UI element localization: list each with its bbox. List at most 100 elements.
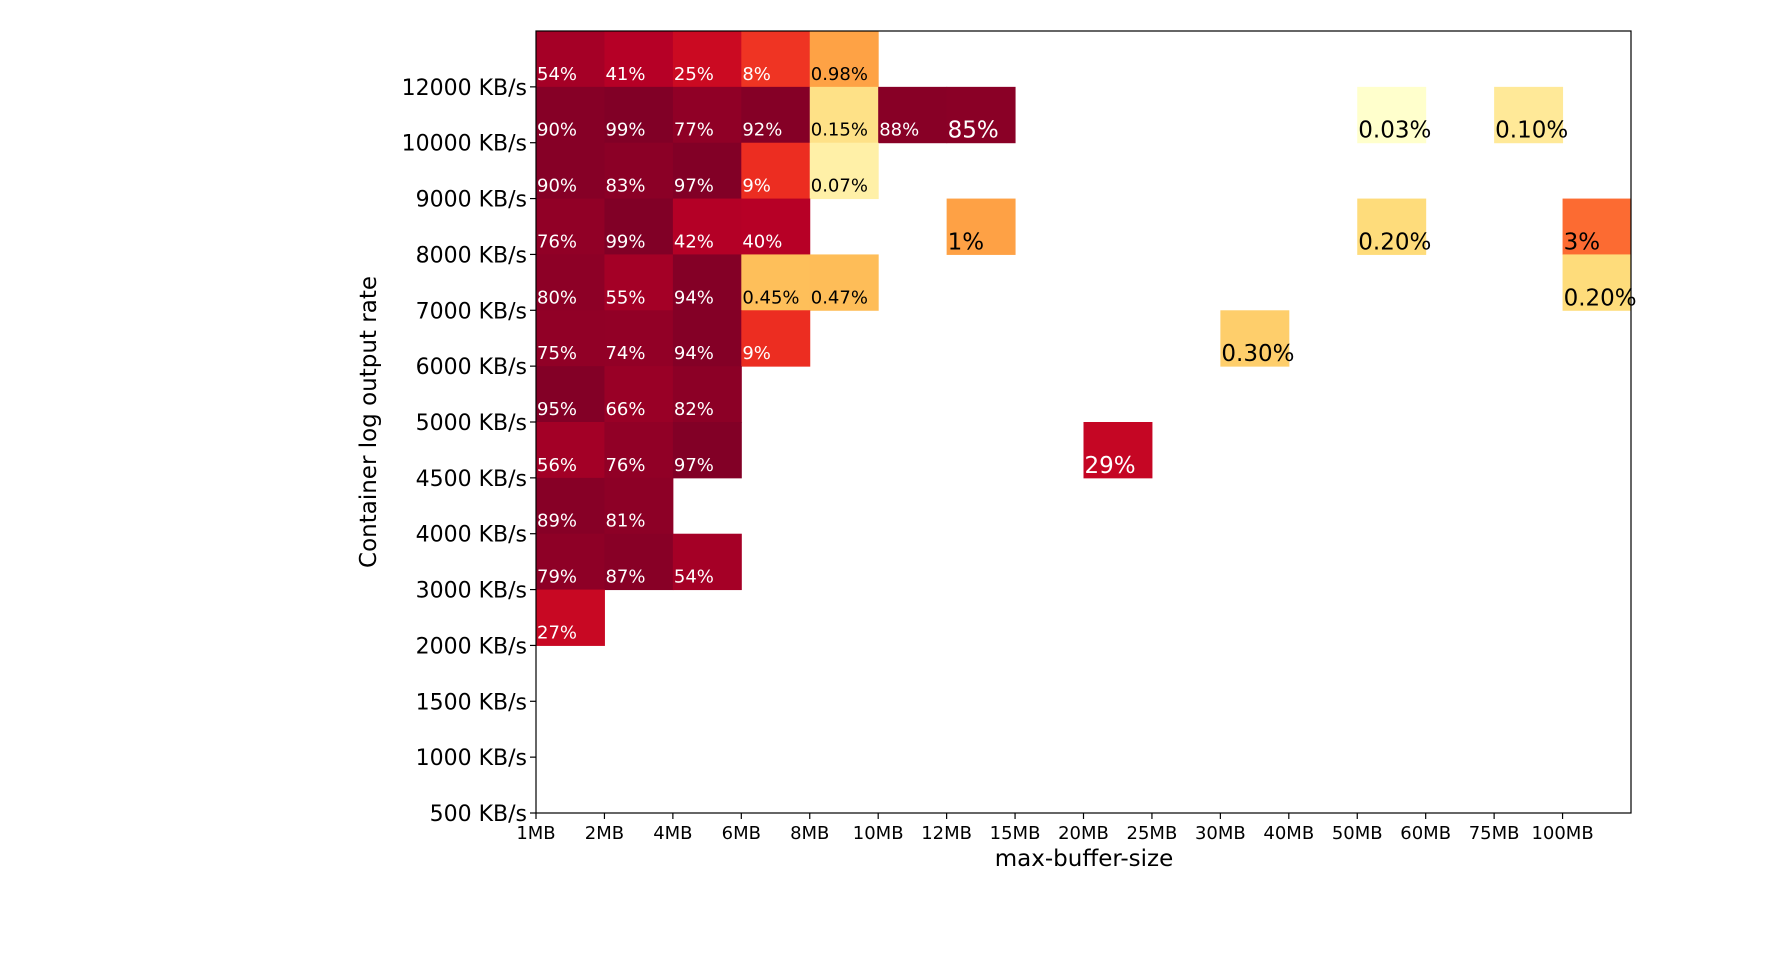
x-tick-label: 15MB bbox=[990, 823, 1041, 844]
cell-label: 0.98% bbox=[811, 64, 868, 85]
cell-label: 9% bbox=[742, 176, 771, 197]
cell-label: 66% bbox=[605, 399, 645, 420]
heatmap-cell bbox=[672, 86, 742, 144]
y-tick-label: 10000 KB/s bbox=[402, 132, 527, 157]
cell-label: 95% bbox=[537, 399, 577, 420]
x-tick-label: 100MB bbox=[1531, 823, 1593, 844]
cell-label: 42% bbox=[674, 231, 714, 252]
heatmap-cell bbox=[1357, 198, 1427, 255]
heatmap-cell bbox=[1562, 254, 1632, 311]
cell-label: 0.30% bbox=[1221, 341, 1294, 367]
heatmap-cell bbox=[1562, 198, 1632, 255]
cell-label: 0.15% bbox=[811, 120, 868, 141]
x-tick-label: 25MB bbox=[1127, 823, 1178, 844]
cell-label: 97% bbox=[674, 176, 714, 197]
cell-label: 0.07% bbox=[811, 176, 868, 197]
y-tick-label: 1500 KB/s bbox=[416, 690, 527, 715]
x-tick-label: 20MB bbox=[1058, 823, 1109, 844]
heatmap-cell bbox=[536, 366, 605, 423]
cell-label: 83% bbox=[605, 176, 645, 197]
cell-label: 92% bbox=[742, 120, 782, 141]
cell-label: 0.20% bbox=[1564, 285, 1637, 311]
cell-label: 80% bbox=[537, 287, 577, 308]
cell-label: 9% bbox=[742, 343, 771, 364]
heatmap-cell bbox=[604, 422, 674, 479]
y-tick-label: 4000 KB/s bbox=[416, 523, 527, 548]
cell-label: 94% bbox=[674, 287, 714, 308]
x-tick-label: 40MB bbox=[1263, 823, 1314, 844]
y-tick-label: 7000 KB/s bbox=[416, 299, 527, 324]
heatmap-cell bbox=[809, 86, 879, 144]
cell-label: 81% bbox=[605, 511, 645, 532]
cell-label: 85% bbox=[948, 118, 999, 144]
heatmap-cell bbox=[741, 142, 811, 200]
heatmap-cell bbox=[536, 198, 605, 255]
x-tick-label: 2MB bbox=[585, 823, 624, 844]
x-axis-label: max-buffer-size bbox=[995, 846, 1173, 872]
cell-label: 1% bbox=[948, 229, 985, 255]
x-tick-label: 60MB bbox=[1400, 823, 1451, 844]
heatmap-cell bbox=[741, 31, 811, 88]
heatmap-cell bbox=[878, 86, 948, 144]
heatmap-cell bbox=[672, 366, 742, 423]
cell-label: 99% bbox=[605, 120, 645, 141]
heatmap-cell bbox=[604, 86, 674, 144]
cell-label: 90% bbox=[537, 176, 577, 197]
cell-label: 40% bbox=[742, 231, 782, 252]
y-tick-label: 9000 KB/s bbox=[416, 188, 527, 213]
heatmap-cell bbox=[672, 142, 742, 200]
cell-label: 0.47% bbox=[811, 287, 868, 308]
x-tick-label: 6MB bbox=[722, 823, 761, 844]
y-tick-label: 2000 KB/s bbox=[416, 634, 527, 659]
heatmap-cell bbox=[604, 31, 674, 88]
y-tick-label: 6000 KB/s bbox=[416, 355, 527, 380]
heatmap-cell bbox=[1494, 86, 1564, 144]
heatmap-cell bbox=[536, 422, 605, 479]
y-tick-label: 1000 KB/s bbox=[416, 746, 527, 771]
heatmap-cell bbox=[1083, 422, 1153, 479]
heatmap-cell bbox=[946, 198, 1016, 255]
cell-label: 0.45% bbox=[742, 287, 799, 308]
heatmap-cell bbox=[809, 142, 879, 200]
cell-label: 89% bbox=[537, 511, 577, 532]
cell-label: 90% bbox=[537, 120, 577, 141]
cell-label: 75% bbox=[537, 343, 577, 364]
cell-label: 25% bbox=[674, 64, 714, 85]
cell-label: 0.10% bbox=[1495, 118, 1568, 144]
heatmap-cell bbox=[672, 533, 742, 591]
heatmap-cell bbox=[809, 31, 879, 88]
heatmap-cell bbox=[946, 86, 1016, 144]
heatmap-cell bbox=[604, 142, 674, 200]
y-tick-label: 12000 KB/s bbox=[402, 76, 527, 101]
heatmap-cell bbox=[1220, 310, 1290, 367]
heatmap-cell bbox=[672, 254, 742, 311]
cell-label: 8% bbox=[742, 64, 771, 85]
y-tick-label: 8000 KB/s bbox=[416, 243, 527, 268]
cell-label: 99% bbox=[605, 231, 645, 252]
y-tick-label: 500 KB/s bbox=[430, 802, 527, 827]
x-tick-label: 1MB bbox=[516, 823, 555, 844]
x-tick-label: 12MB bbox=[921, 823, 972, 844]
heatmap-cell bbox=[536, 533, 605, 591]
cell-label: 82% bbox=[674, 399, 714, 420]
cell-label: 41% bbox=[605, 64, 645, 85]
cell-label: 76% bbox=[537, 231, 577, 252]
cell-label: 0.03% bbox=[1358, 118, 1431, 144]
cell-label: 55% bbox=[605, 287, 645, 308]
heatmap-cell bbox=[809, 254, 879, 311]
heatmap-cell bbox=[672, 310, 742, 367]
cell-label: 87% bbox=[605, 567, 645, 588]
cell-label: 27% bbox=[537, 622, 577, 643]
heatmap-cell bbox=[741, 254, 811, 311]
heatmap-cell bbox=[1357, 86, 1427, 144]
heatmap-cell bbox=[741, 310, 811, 367]
heatmap-cell bbox=[672, 198, 742, 255]
heatmap-cell bbox=[604, 477, 674, 535]
x-tick-label: 50MB bbox=[1332, 823, 1383, 844]
x-tick-label: 10MB bbox=[853, 823, 904, 844]
heatmap-cell bbox=[536, 86, 605, 144]
y-axis-label: Container log output rate bbox=[356, 276, 382, 568]
heatmap-cell bbox=[536, 254, 605, 311]
heatmap-cell bbox=[536, 310, 605, 367]
